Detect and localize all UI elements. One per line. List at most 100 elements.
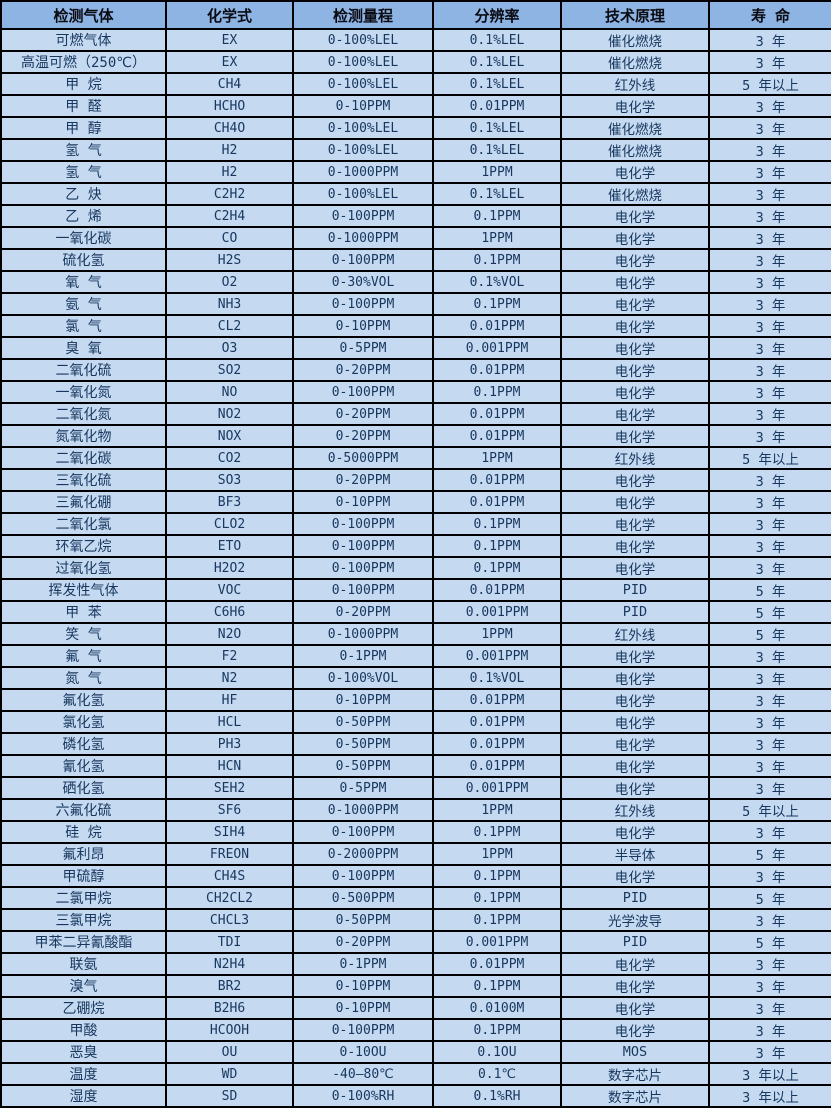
lifespan-cell: 3 年: [708, 424, 831, 448]
resolution-cell: 1PPM: [432, 798, 562, 822]
chemical-formula-cell: O3: [165, 336, 294, 360]
lifespan-cell: 5 年以上: [708, 446, 831, 470]
technology-principle-cell: 电化学: [560, 402, 710, 426]
table-row: 二氧化碳 CO2 0-5000PPM 1PPM 红外线 5 年以上: [0, 446, 831, 470]
table-row: 氢 气 H2 0-100%LEL 0.1%LEL 催化燃烧 3 年: [0, 138, 831, 162]
table-row: 二氧化氮 NO2 0-20PPM 0.01PPM 电化学 3 年: [0, 402, 831, 426]
chemical-formula-cell: H2: [165, 138, 294, 162]
resolution-cell: 0.1PPM: [432, 864, 562, 888]
chemical-formula-cell: CH4: [165, 72, 294, 96]
table-row: 氟利昂 FREON 0-2000PPM 1PPM 半导体 5 年: [0, 842, 831, 866]
chemical-formula-cell: N2: [165, 666, 294, 690]
table-row: 氨 气 NH3 0-100PPM 0.1PPM 电化学 3 年: [0, 292, 831, 316]
gas-name-cell: 溴气: [0, 974, 167, 998]
detection-range-cell: 0-100%LEL: [292, 116, 434, 140]
technology-principle-cell: 电化学: [560, 160, 710, 184]
table-row: 氟化氢 HF 0-10PPM 0.01PPM 电化学 3 年: [0, 688, 831, 712]
resolution-cell: 0.1OU: [432, 1040, 562, 1064]
table-row: 乙 炔 C2H2 0-100%LEL 0.1%LEL 催化燃烧 3 年: [0, 182, 831, 206]
chemical-formula-cell: C2H2: [165, 182, 294, 206]
lifespan-cell: 3 年以上: [708, 1062, 831, 1086]
table-row: 三氟化硼 BF3 0-10PPM 0.01PPM 电化学 3 年: [0, 490, 831, 514]
chemical-formula-cell: HF: [165, 688, 294, 712]
table-row: 臭 氧 O3 0-5PPM 0.001PPM 电化学 3 年: [0, 336, 831, 360]
resolution-cell: 0.1%LEL: [432, 182, 562, 206]
gas-name-cell: 二氧化氯: [0, 512, 167, 536]
lifespan-cell: 3 年: [708, 644, 831, 668]
table-row: 氢 气 H2 0-1000PPM 1PPM 电化学 3 年: [0, 160, 831, 184]
lifespan-cell: 5 年: [708, 578, 831, 602]
technology-principle-cell: 电化学: [560, 336, 710, 360]
resolution-cell: 0.1PPM: [432, 292, 562, 316]
resolution-cell: 0.001PPM: [432, 336, 562, 360]
table-row: 甲硫醇 CH4S 0-100PPM 0.1PPM 电化学 3 年: [0, 864, 831, 888]
resolution-cell: 0.1%LEL: [432, 116, 562, 140]
table-row: 氮氧化物 NOX 0-20PPM 0.01PPM 电化学 3 年: [0, 424, 831, 448]
gas-name-cell: 氰化氢: [0, 754, 167, 778]
table-row: 甲 烷 CH4 0-100%LEL 0.1%LEL 红外线 5 年以上: [0, 72, 831, 96]
detection-range-cell: 0-20PPM: [292, 424, 434, 448]
header-resolution: 分辨率: [432, 0, 562, 30]
lifespan-cell: 3 年: [708, 1018, 831, 1042]
lifespan-cell: 3 年: [708, 666, 831, 690]
chemical-formula-cell: PH3: [165, 732, 294, 756]
technology-principle-cell: 电化学: [560, 270, 710, 294]
chemical-formula-cell: NH3: [165, 292, 294, 316]
detection-range-cell: 0-1000PPM: [292, 622, 434, 646]
chemical-formula-cell: N2O: [165, 622, 294, 646]
technology-principle-cell: 电化学: [560, 534, 710, 558]
gas-name-cell: 氢 气: [0, 160, 167, 184]
table-row: 磷化氢 PH3 0-50PPM 0.01PPM 电化学 3 年: [0, 732, 831, 756]
detection-range-cell: 0-5000PPM: [292, 446, 434, 470]
detection-range-cell: 0-100PPM: [292, 292, 434, 316]
resolution-cell: 0.1PPM: [432, 380, 562, 404]
detection-range-cell: 0-10PPM: [292, 490, 434, 514]
header-detection-range: 检测量程: [292, 0, 434, 30]
gas-name-cell: 温度: [0, 1062, 167, 1086]
header-gas-name: 检测气体: [0, 0, 167, 30]
resolution-cell: 1PPM: [432, 446, 562, 470]
lifespan-cell: 3 年: [708, 864, 831, 888]
chemical-formula-cell: ETO: [165, 534, 294, 558]
technology-principle-cell: 红外线: [560, 72, 710, 96]
resolution-cell: 1PPM: [432, 842, 562, 866]
gas-name-cell: 氟 气: [0, 644, 167, 668]
chemical-formula-cell: HCN: [165, 754, 294, 778]
chemical-formula-cell: SO2: [165, 358, 294, 382]
table-row: 挥发性气体 VOC 0-100PPM 0.01PPM PID 5 年: [0, 578, 831, 602]
table-row: 六氟化硫 SF6 0-1000PPM 1PPM 红外线 5 年以上: [0, 798, 831, 822]
chemical-formula-cell: CL2: [165, 314, 294, 338]
detection-range-cell: 0-20PPM: [292, 468, 434, 492]
table-row: 二氧化氯 CLO2 0-100PPM 0.1PPM 电化学 3 年: [0, 512, 831, 536]
resolution-cell: 0.0100M: [432, 996, 562, 1020]
resolution-cell: 0.01PPM: [432, 688, 562, 712]
lifespan-cell: 3 年: [708, 402, 831, 426]
chemical-formula-cell: EX: [165, 50, 294, 74]
technology-principle-cell: 电化学: [560, 644, 710, 668]
technology-principle-cell: 电化学: [560, 776, 710, 800]
technology-principle-cell: 数字芯片: [560, 1062, 710, 1086]
gas-name-cell: 氧 气: [0, 270, 167, 294]
table-row: 甲 苯 C6H6 0-20PPM 0.001PPM PID 5 年: [0, 600, 831, 624]
gas-name-cell: 甲酸: [0, 1018, 167, 1042]
chemical-formula-cell: SO3: [165, 468, 294, 492]
technology-principle-cell: 电化学: [560, 710, 710, 734]
lifespan-cell: 3 年: [708, 160, 831, 184]
technology-principle-cell: 电化学: [560, 292, 710, 316]
gas-name-cell: 甲苯二异氰酸酯: [0, 930, 167, 954]
resolution-cell: 0.01PPM: [432, 314, 562, 338]
lifespan-cell: 3 年: [708, 952, 831, 976]
technology-principle-cell: 电化学: [560, 468, 710, 492]
chemical-formula-cell: SEH2: [165, 776, 294, 800]
table-header-row: 检测气体 化学式 检测量程 分辨率 技术原理 寿 命: [0, 0, 831, 30]
gas-name-cell: 氟化氢: [0, 688, 167, 712]
technology-principle-cell: PID: [560, 600, 710, 624]
technology-principle-cell: 电化学: [560, 358, 710, 382]
table-row: 一氧化氮 NO 0-100PPM 0.1PPM 电化学 3 年: [0, 380, 831, 404]
gas-name-cell: 笑 气: [0, 622, 167, 646]
chemical-formula-cell: BF3: [165, 490, 294, 514]
table-row: 二氧化硫 SO2 0-20PPM 0.01PPM 电化学 3 年: [0, 358, 831, 382]
detection-range-cell: 0-100%LEL: [292, 138, 434, 162]
gas-name-cell: 三氯甲烷: [0, 908, 167, 932]
